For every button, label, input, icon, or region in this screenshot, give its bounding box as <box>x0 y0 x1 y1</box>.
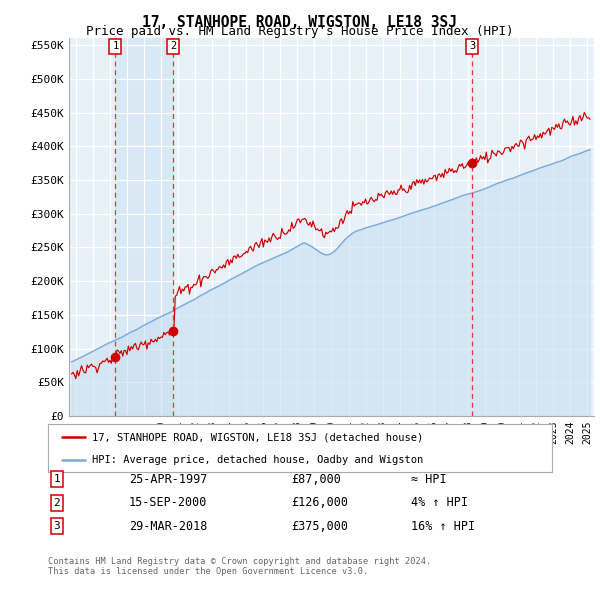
Text: 25-APR-1997: 25-APR-1997 <box>129 473 208 486</box>
Text: 29-MAR-2018: 29-MAR-2018 <box>129 520 208 533</box>
Text: HPI: Average price, detached house, Oadby and Wigston: HPI: Average price, detached house, Oadb… <box>92 455 424 465</box>
Text: 16% ↑ HPI: 16% ↑ HPI <box>411 520 475 533</box>
Text: 1: 1 <box>112 41 118 51</box>
Text: 1: 1 <box>53 474 61 484</box>
Bar <box>115 38 173 416</box>
Text: £126,000: £126,000 <box>291 496 348 509</box>
Text: Contains HM Land Registry data © Crown copyright and database right 2024.: Contains HM Land Registry data © Crown c… <box>48 558 431 566</box>
Text: 15-SEP-2000: 15-SEP-2000 <box>129 496 208 509</box>
Text: 3: 3 <box>469 41 475 51</box>
Text: £375,000: £375,000 <box>291 520 348 533</box>
Text: 17, STANHOPE ROAD, WIGSTON, LE18 3SJ: 17, STANHOPE ROAD, WIGSTON, LE18 3SJ <box>143 15 458 30</box>
Text: This data is licensed under the Open Government Licence v3.0.: This data is licensed under the Open Gov… <box>48 568 368 576</box>
Text: 17, STANHOPE ROAD, WIGSTON, LE18 3SJ (detached house): 17, STANHOPE ROAD, WIGSTON, LE18 3SJ (de… <box>92 432 424 442</box>
Text: 4% ↑ HPI: 4% ↑ HPI <box>411 496 468 509</box>
Text: 2: 2 <box>170 41 176 51</box>
Text: £87,000: £87,000 <box>291 473 341 486</box>
Text: 3: 3 <box>53 522 61 531</box>
Text: ≈ HPI: ≈ HPI <box>411 473 446 486</box>
Text: Price paid vs. HM Land Registry's House Price Index (HPI): Price paid vs. HM Land Registry's House … <box>86 25 514 38</box>
Text: 2: 2 <box>53 498 61 507</box>
